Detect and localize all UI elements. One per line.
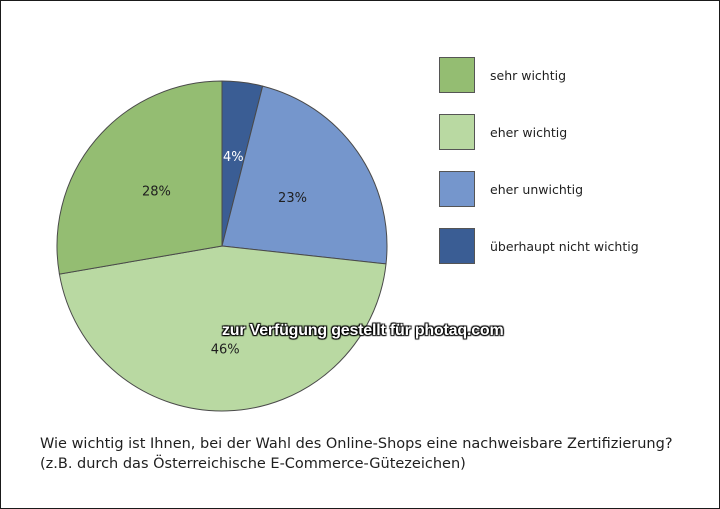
watermark: zur Verfügung gestellt für photaq.com — [222, 322, 504, 339]
pie-label-ueberhaupt-nicht-wichtig: 4% — [223, 150, 244, 165]
chart-caption: Wie wichtig ist Ihnen, bei der Wahl des … — [40, 434, 710, 474]
pie-slice-eher-wichtig — [58, 245, 387, 412]
legend-swatch — [439, 57, 475, 93]
legend-label: überhaupt nicht wichtig — [490, 239, 639, 254]
caption-line-1: Wie wichtig ist Ihnen, bei der Wahl des … — [40, 436, 673, 452]
legend-swatch — [439, 228, 475, 264]
pie-slice-sehr-wichtig — [56, 80, 223, 275]
legend-swatch — [439, 114, 475, 150]
caption-line-2: (z.B. durch das Österreichische E-Commer… — [40, 456, 466, 472]
pie-slice-eher-unwichtig — [221, 85, 388, 265]
legend-label: eher unwichtig — [490, 182, 584, 197]
pie-label-eher-unwichtig: 23% — [278, 191, 307, 206]
pie-label-eher-wichtig: 46% — [211, 342, 240, 357]
legend-label: sehr wichtig — [490, 68, 567, 83]
legend-swatch — [439, 171, 475, 207]
pie-label-sehr-wichtig: 28% — [142, 185, 171, 200]
legend-label: eher wichtig — [490, 125, 568, 140]
